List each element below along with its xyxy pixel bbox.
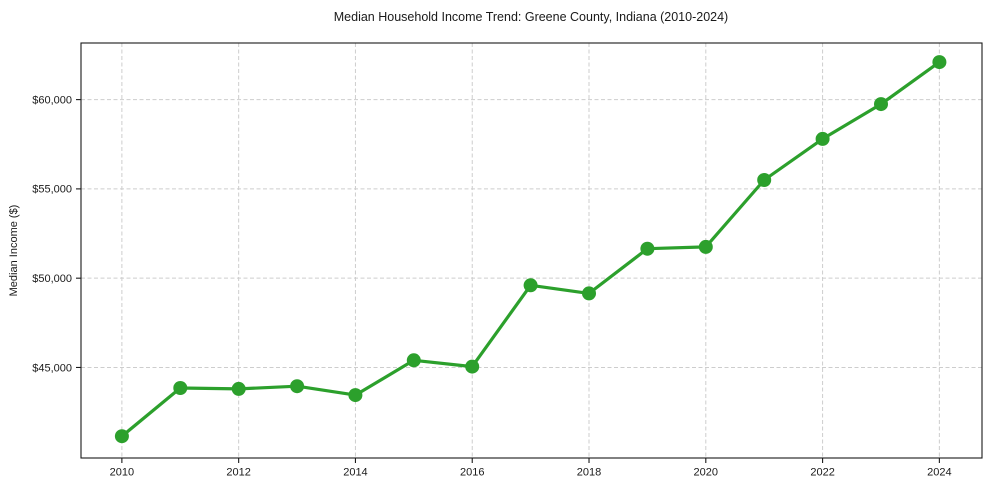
data-point-2022 [815,131,830,146]
data-point-2019 [640,241,655,256]
x-tick-label-2014: 2014 [343,467,367,479]
x-tick-label-2024: 2024 [927,467,951,479]
y-axis-label: Median Income ($) [8,205,20,297]
data-point-2011 [173,381,188,395]
data-point-2010 [114,429,129,444]
y-tick-label-45000: $45,000 [32,362,72,374]
data-point-2024 [932,55,947,70]
x-tick-label-2010: 2010 [110,467,134,479]
x-tick-label-2022: 2022 [810,467,834,479]
data-point-2014 [348,388,363,403]
data-point-2021 [757,173,772,187]
y-tick-label-60000: $60,000 [32,94,72,106]
plot-border [80,42,983,459]
x-tick-label-2016: 2016 [460,467,484,479]
x-tick-label-2012: 2012 [226,467,250,479]
data-point-2018 [582,286,596,301]
axes: 2010 2012 2014 2016 2018 2020 2022 2024 $45,000 $… [32,42,983,479]
data-point-2016 [465,359,480,374]
gridlines [81,43,982,458]
data-point-2023 [874,97,888,112]
data-point-2017 [523,278,538,293]
data-point-2013 [290,379,305,394]
x-tick-label-2020: 2020 [694,467,718,479]
data-point-2020 [698,239,713,254]
data-point-2015 [406,353,421,368]
y-tick-label-50000: $50,000 [32,273,72,285]
y-tick-label-55000: $55,000 [32,184,72,196]
x-tick-label-2018: 2018 [577,467,601,479]
chart-title: Median Household Income Trend: Greene Co… [334,10,728,24]
line-series [114,55,947,444]
data-point-2012 [231,381,246,396]
income-trend-line [120,60,942,438]
